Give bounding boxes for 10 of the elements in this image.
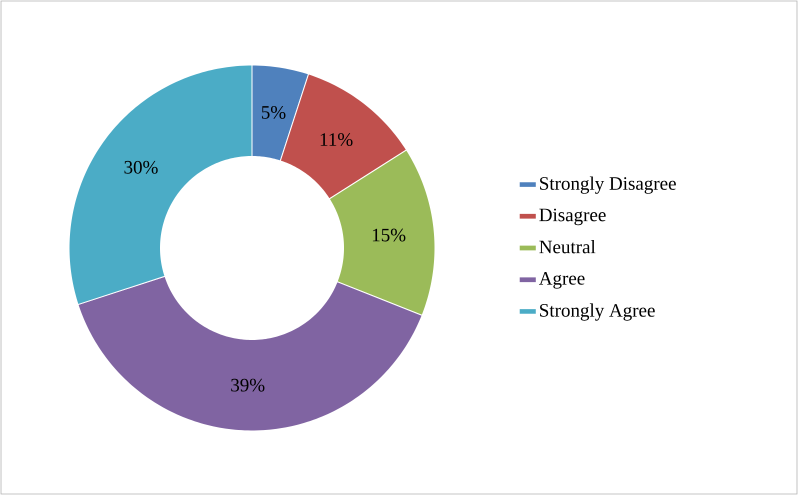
data-label: 30% [124, 160, 158, 174]
legend-label: Neutral [539, 240, 596, 254]
legend-label: Disagree [539, 208, 606, 226]
legend-label: Strongly Disagree [540, 176, 676, 194]
legend-label: Agree [538, 272, 585, 289]
data-label: 11% [320, 133, 353, 146]
data-label: 15% [372, 228, 406, 242]
data-label: 5% [262, 106, 286, 119]
data-label: 39% [231, 378, 264, 392]
legend-label: Strongly Agree [540, 303, 655, 321]
